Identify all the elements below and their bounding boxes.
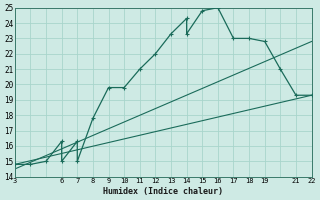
X-axis label: Humidex (Indice chaleur): Humidex (Indice chaleur) [103,187,223,196]
